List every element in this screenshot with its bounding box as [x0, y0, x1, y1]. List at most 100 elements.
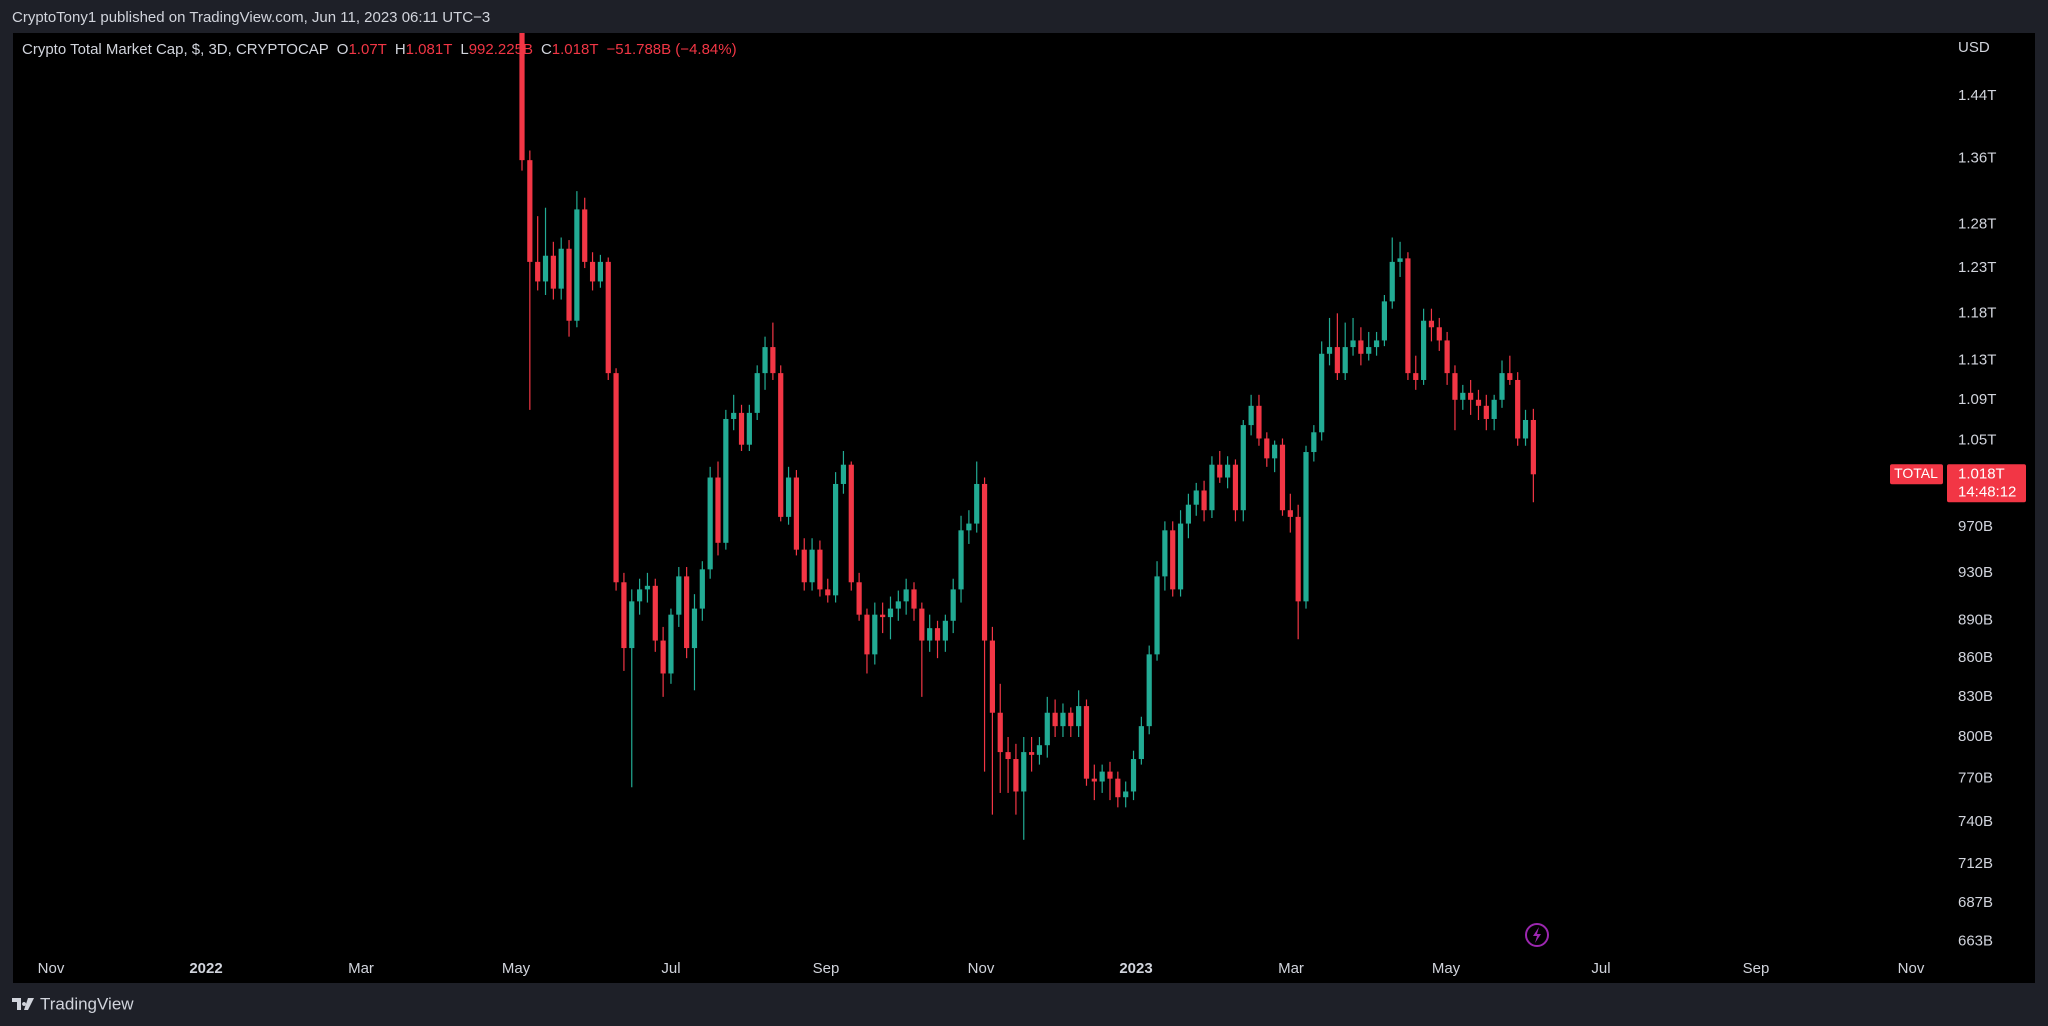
x-tick-label: Nov [968, 960, 995, 977]
y-tick-label: 1.13T [1958, 351, 1996, 368]
candle-body [1468, 392, 1474, 400]
y-tick-label: 1.05T [1958, 432, 1996, 449]
candle-body [1279, 444, 1286, 511]
x-tick-label: Jul [661, 960, 680, 977]
candle-body [1021, 752, 1027, 792]
candle-body [644, 585, 651, 590]
candle-body [1209, 464, 1215, 511]
candle-body [903, 589, 909, 602]
candle-body [1522, 419, 1529, 439]
candle-body [1240, 425, 1246, 511]
header-value: 1.018T [551, 41, 599, 58]
candle-body [1515, 379, 1521, 439]
candle-body [723, 418, 729, 543]
candle-body [715, 477, 721, 543]
candle-body [809, 549, 815, 583]
candle-body [1013, 759, 1019, 792]
candle-body [1115, 778, 1121, 798]
candle-body [550, 255, 556, 289]
x-tick-label: 2022 [189, 960, 222, 977]
candle-body [1201, 490, 1207, 511]
y-tick-label: 1.44T [1958, 87, 1996, 104]
candle-body [1256, 405, 1262, 439]
candle-body [652, 585, 658, 641]
candle-body [825, 589, 831, 596]
header-value: 1.07T [348, 41, 387, 58]
y-tick-label: 890B [1958, 612, 1993, 629]
y-tick-label: 1.23T [1958, 259, 1996, 276]
candle-body [997, 712, 1003, 753]
plot-area [13, 33, 2035, 983]
x-tick-label: May [1432, 960, 1461, 977]
candle-body [1444, 340, 1450, 374]
candle-body [934, 628, 941, 641]
candle-body [1342, 347, 1348, 374]
candle-body [1052, 712, 1058, 727]
candle-body [684, 576, 690, 649]
candle-body [1076, 706, 1082, 727]
candle-body [1499, 373, 1505, 400]
candle-body [1295, 516, 1301, 602]
candle-body [738, 412, 745, 445]
y-tick-label: 930B [1958, 564, 1993, 581]
y-tick-label: 1.28T [1958, 216, 1996, 233]
candle-body [519, 33, 525, 161]
x-tick-label: Sep [813, 960, 840, 977]
candle-body [1319, 353, 1325, 433]
candle-body [1483, 405, 1489, 419]
candle-body [1091, 778, 1097, 782]
candle-body [1358, 340, 1364, 354]
candle-body [1217, 464, 1223, 478]
candle-body [1381, 301, 1387, 341]
candle-body [613, 373, 619, 583]
x-tick-label: Nov [1898, 960, 1925, 977]
candle-body [1154, 576, 1160, 655]
candle-body [707, 477, 713, 570]
candle-body [574, 209, 580, 321]
candle-body [848, 464, 854, 583]
candle-body [1044, 712, 1050, 746]
candle-body [558, 248, 564, 289]
candle-body [1413, 373, 1419, 380]
candle-body [840, 464, 847, 484]
candle-body [1272, 444, 1278, 459]
candle-body [974, 483, 980, 524]
candle-body [1405, 258, 1411, 374]
y-tick-label: 830B [1958, 688, 1993, 705]
candle-body [1130, 759, 1137, 792]
x-tick-label: 2023 [1119, 960, 1152, 977]
candle-body [1530, 419, 1536, 475]
candle-body [770, 347, 776, 374]
candle-body [1248, 405, 1254, 426]
candle-body [950, 589, 956, 621]
y-tick-label: 860B [1958, 649, 1993, 666]
candle-body [1099, 771, 1105, 782]
candle-body [895, 601, 901, 609]
header-key: O [336, 41, 349, 58]
candle-body [1475, 399, 1482, 406]
candle-body [1083, 706, 1090, 779]
candle-body [1287, 510, 1293, 517]
candle-body [527, 160, 533, 262]
candle-body [1311, 432, 1317, 453]
y-tick-label: 1.09T [1958, 391, 1996, 408]
candle-body [1170, 530, 1176, 590]
y-tick-label: 740B [1958, 813, 1993, 830]
candle-body [629, 601, 635, 649]
candle-body [966, 523, 972, 531]
y-tick-label: 800B [1958, 728, 1993, 745]
candle-body [1428, 320, 1435, 328]
candle-body [1373, 340, 1380, 348]
candle-body [927, 628, 933, 641]
candle-body [880, 614, 886, 618]
header-value: 1.081T [405, 41, 453, 58]
candle-body [691, 608, 698, 649]
candle-body [582, 209, 588, 262]
y-tick-label: 663B [1958, 933, 1993, 950]
x-tick-label: Nov [38, 960, 65, 977]
symbol-title: Crypto Total Market Cap, $, 3D, CRYPTOCA… [22, 41, 329, 58]
candle-body [785, 477, 792, 517]
candle-body [589, 261, 596, 282]
